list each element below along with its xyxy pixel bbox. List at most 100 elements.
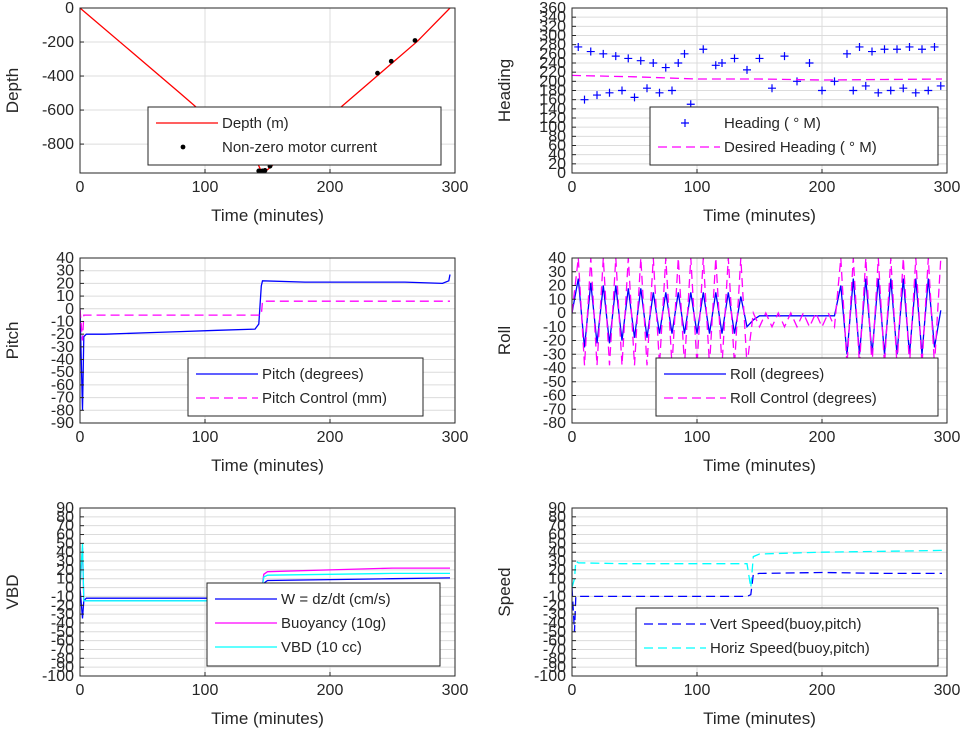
roll-xtick-label-2: 200 — [809, 429, 836, 446]
heading-ytick-label-9: 180 — [539, 83, 566, 100]
speed-ytick-label-14: 40 — [548, 544, 566, 561]
vbd-ytick-label-18: 80 — [56, 509, 74, 526]
roll-series-1-line — [572, 258, 942, 366]
pitch-ytick-label-9: 0 — [65, 301, 74, 318]
heading-ytick-label-13: 260 — [539, 46, 566, 63]
heading-series-0-point-29 — [793, 77, 801, 86]
heading-series-0-point-32 — [830, 77, 839, 86]
roll-series-group — [572, 258, 942, 366]
heading-series-0-point-10 — [636, 56, 645, 65]
heading-series-group — [572, 42, 945, 127]
depth-series-group — [80, 8, 451, 173]
depth-ytick-label-1: -600 — [42, 102, 74, 119]
roll-legend: Roll (degrees) Roll Control (degrees) — [655, 357, 939, 417]
roll-chart: 0 100 200 300-80-70-60-50-40-30-20-10010203… — [495, 250, 960, 475]
speed-legend: Vert Speed(buoy,pitch) Horiz Speed(buoy,p… — [635, 607, 939, 667]
heading-ytick-label-2: 40 — [548, 147, 566, 164]
heading-series-1-line — [572, 74, 943, 81]
vbd-x-axis-label: Time (minutes) — [211, 709, 324, 728]
heading-legend-box — [649, 106, 939, 166]
vbd-legend: W = dz/dt (cm/s) Buoyancy (10g) VBD (10 cc… — [206, 582, 441, 667]
heading-legend: Heading ( ° M) Desired Heading ( ° M) — [649, 106, 939, 166]
heading-series-0-point-7 — [618, 86, 626, 95]
pitch-ytick-label-0: -90 — [51, 415, 74, 432]
roll-ytick-label-12: 40 — [548, 250, 566, 267]
speed-series-group — [572, 549, 943, 632]
speed-ytick-label-5: -50 — [543, 624, 566, 641]
vbd-ytick-label-15: 50 — [56, 535, 74, 552]
heading-x-axis-label: Time (minutes) — [703, 206, 816, 225]
heading-ytick-label-7: 140 — [539, 101, 566, 118]
roll-xtick-label-3: 300 — [934, 429, 961, 446]
heading-series-0-point-38 — [874, 88, 883, 97]
heading-xtick-label-3: 300 — [934, 179, 961, 196]
heading-series-0-point-30 — [805, 59, 814, 67]
speed-ytick-label-2: -80 — [543, 650, 566, 667]
pitch-axes-box — [79, 257, 456, 424]
roll-ytick-label-4: -40 — [543, 360, 566, 377]
heading-xtick-label-2: 200 — [809, 179, 836, 196]
vbd-ytick-label-14: 40 — [56, 544, 74, 561]
depth-series-1-point-5 — [375, 70, 380, 76]
vbd-ytick-label-17: 70 — [56, 518, 74, 535]
roll-legend-label-0: Roll (degrees) — [730, 366, 824, 383]
speed-series-1-line — [572, 549, 943, 588]
roll-xtick-label-0: 0 — [568, 429, 577, 446]
vbd-ytick-label-19: 90 — [56, 500, 74, 517]
speed-ytick-label-19: 90 — [548, 500, 566, 517]
heading-series-0-point-27 — [768, 84, 776, 93]
heading-ytick-label-14: 280 — [539, 37, 566, 54]
pitch-ytick-label-8: -10 — [51, 313, 74, 330]
vbd-ytick-label-4: -60 — [51, 633, 74, 650]
vbd-ytick-label-0: -100 — [42, 668, 74, 685]
depth-series-1-point-6 — [388, 58, 394, 64]
heading-ytick-label-12: 240 — [539, 55, 566, 72]
heading-ytick-label-10: 200 — [539, 73, 566, 90]
heading-series-0-point-42 — [899, 84, 908, 93]
vbd-legend-label-1: Buoyancy (10g) — [281, 615, 386, 632]
heading-series-0-point-23 — [718, 59, 726, 67]
pitch-ytick-label-5: -40 — [51, 352, 74, 369]
speed-x-axis-label: Time (minutes) — [703, 709, 816, 728]
vbd-ytick-label-12: 20 — [56, 562, 74, 579]
heading-series-0-point-35 — [855, 42, 864, 51]
depth-ytick-label-4: 0 — [65, 0, 74, 17]
pitch-ytick-label-7: -20 — [51, 326, 74, 343]
heading-y-axis-label: Heading — [495, 59, 514, 122]
speed-xtick-label-2: 200 — [809, 682, 836, 699]
heading-series-0-point-4 — [599, 49, 608, 58]
pitch-xtick-label-2: 200 — [317, 429, 344, 446]
heading-legend-label-1: Desired Heading ( ° M) — [724, 139, 877, 156]
speed-axes-box — [571, 507, 948, 677]
depth-x-axis-label: Time (minutes) — [211, 206, 324, 225]
depth-series-1-point-3 — [262, 168, 268, 173]
vbd-ytick-label-6: -40 — [51, 615, 74, 632]
roll-ytick-label-8: 0 — [557, 305, 566, 322]
vbd-ytick-label-11: 10 — [56, 571, 74, 588]
depth-y-axis-label: Depth — [3, 68, 22, 113]
pitch-legend-label-1: Pitch Control (mm) — [262, 390, 387, 407]
vbd-ytick-label-3: -70 — [51, 641, 74, 658]
vbd-ytick-label-13: 30 — [56, 553, 74, 570]
speed-ytick-label-10: 0 — [557, 580, 566, 597]
pitch-x-axis-label: Time (minutes) — [211, 456, 324, 475]
speed-ytick-label-6: -40 — [543, 615, 566, 632]
vbd-legend-label-0: W = dz/dt (cm/s) — [281, 591, 391, 608]
pitch-ytick-label-12: 30 — [56, 263, 74, 280]
speed-ytick-label-9: -10 — [543, 588, 566, 605]
heading-chart: 0 100 200 300020406080100120140160180200220… — [495, 0, 960, 225]
pitch-ytick-label-4: -50 — [51, 364, 74, 381]
vbd-xtick-label-2: 200 — [317, 682, 344, 699]
speed-ytick-label-8: -20 — [543, 597, 566, 614]
pitch-legend-label-0: Pitch (degrees) — [262, 366, 364, 383]
heading-series-0-point-36 — [861, 81, 870, 90]
speed-ytick-label-3: -70 — [543, 641, 566, 658]
heading-series-0-point-31 — [818, 86, 826, 95]
speed-xtick-label-0: 0 — [568, 682, 577, 699]
pitch-ytick-label-2: -70 — [51, 390, 74, 407]
pitch-ytick-label-11: 20 — [56, 275, 74, 292]
roll-xtick-label-1: 100 — [684, 429, 711, 446]
heading-ytick-label-17: 340 — [539, 9, 566, 26]
roll-ytick-label-2: -60 — [543, 388, 566, 405]
